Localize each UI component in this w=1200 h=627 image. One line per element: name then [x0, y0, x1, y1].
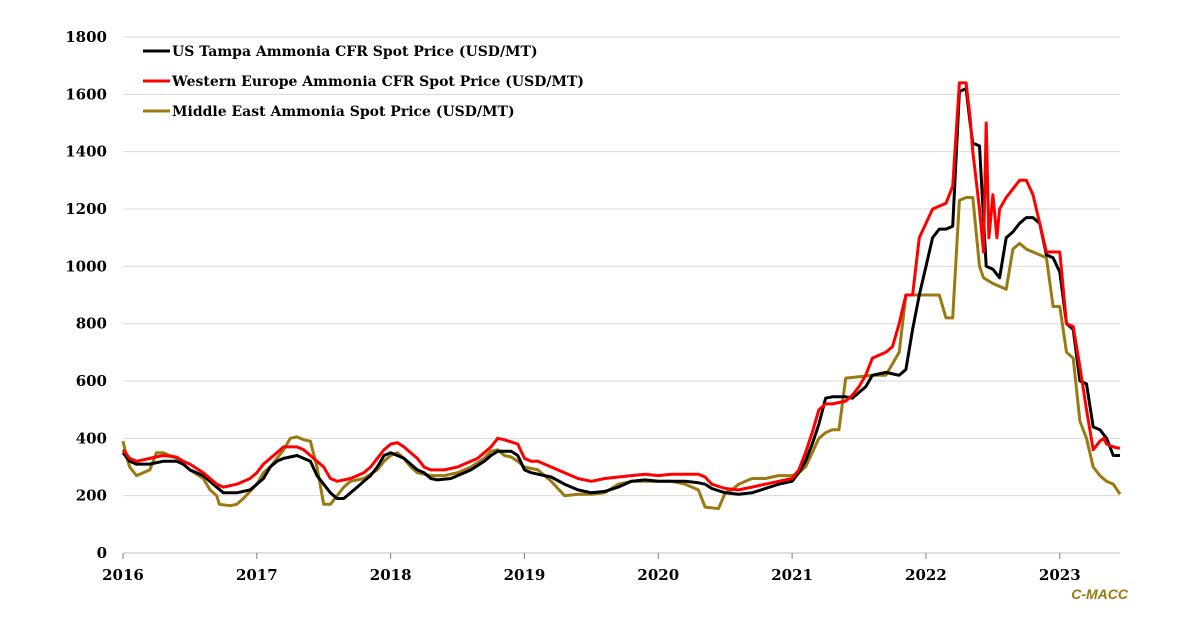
y-tick-label-1800: 1800	[65, 28, 107, 46]
legend-label-us-tampa: US Tampa Ammonia CFR Spot Price (USD/MT)	[172, 44, 538, 60]
y-tick-label-200: 200	[76, 487, 107, 505]
watermark: C-MACC	[1071, 586, 1128, 602]
series-line-western-europe	[121, 81, 1121, 492]
y-tick-label-0: 0	[97, 544, 107, 562]
x-tick-label-2018: 2018	[370, 566, 412, 584]
x-tick-label-2022: 2022	[905, 566, 947, 584]
series-line-us-tampa	[121, 87, 1120, 500]
x-tick-label-2020: 2020	[637, 566, 679, 584]
y-axis-ticks: 0 200 400 600 800 1000 1200 1400 1600 1800	[65, 28, 107, 562]
x-tick-label-2016: 2016	[102, 566, 144, 584]
y-tick-label-400: 400	[76, 429, 107, 447]
legend-label-western-europe: Western Europe Ammonia CFR Spot Price (U…	[171, 74, 584, 90]
x-tick-label-2023: 2023	[1039, 566, 1081, 584]
y-tick-label-1200: 1200	[65, 200, 107, 218]
x-axis-ticks: 2016 2017 2018 2019 2020 2021 2022 2023	[102, 553, 1081, 584]
x-tick-label-2017: 2017	[236, 566, 278, 584]
legend-label-middle-east: Middle East Ammonia Spot Price (USD/MT)	[172, 104, 515, 120]
y-tick-label-1000: 1000	[65, 257, 107, 275]
series-line-middle-east	[121, 196, 1122, 511]
y-tick-label-1600: 1600	[65, 85, 107, 103]
x-tick-label-2019: 2019	[504, 566, 546, 584]
legend: US Tampa Ammonia CFR Spot Price (USD/MT)…	[143, 44, 584, 120]
y-tick-label-1400: 1400	[65, 143, 107, 161]
series-lines	[121, 81, 1122, 511]
y-tick-label-800: 800	[76, 315, 107, 333]
y-tick-label-600: 600	[76, 372, 107, 390]
x-tick-label-2021: 2021	[771, 566, 813, 584]
